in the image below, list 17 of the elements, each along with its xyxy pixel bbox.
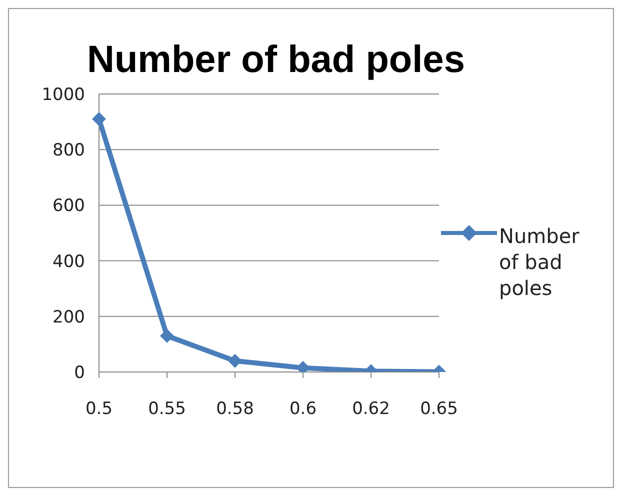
point xyxy=(160,328,174,343)
y-tick-label: 1000 xyxy=(42,85,85,106)
x-tick-label: 0.55 xyxy=(148,399,186,420)
y-tick-label: 200 xyxy=(52,307,85,328)
x-tick-label: 0.58 xyxy=(216,399,254,420)
y-tick-label: 800 xyxy=(52,140,85,161)
y-tick-label: 0 xyxy=(74,363,85,384)
x-tick-label: 0.5 xyxy=(85,399,113,420)
chart-title: Number of bad poles xyxy=(86,39,466,82)
point xyxy=(92,112,106,126)
y-tick-label: 400 xyxy=(52,252,85,272)
x-tick-label: 0.65 xyxy=(420,399,458,420)
point xyxy=(228,354,242,368)
x-tick-label: 0.62 xyxy=(352,399,390,420)
x-tick-label: 0.6 xyxy=(289,399,317,420)
y-tick-label: 600 xyxy=(52,196,85,216)
legend-label: Number of bad poles xyxy=(499,223,580,301)
